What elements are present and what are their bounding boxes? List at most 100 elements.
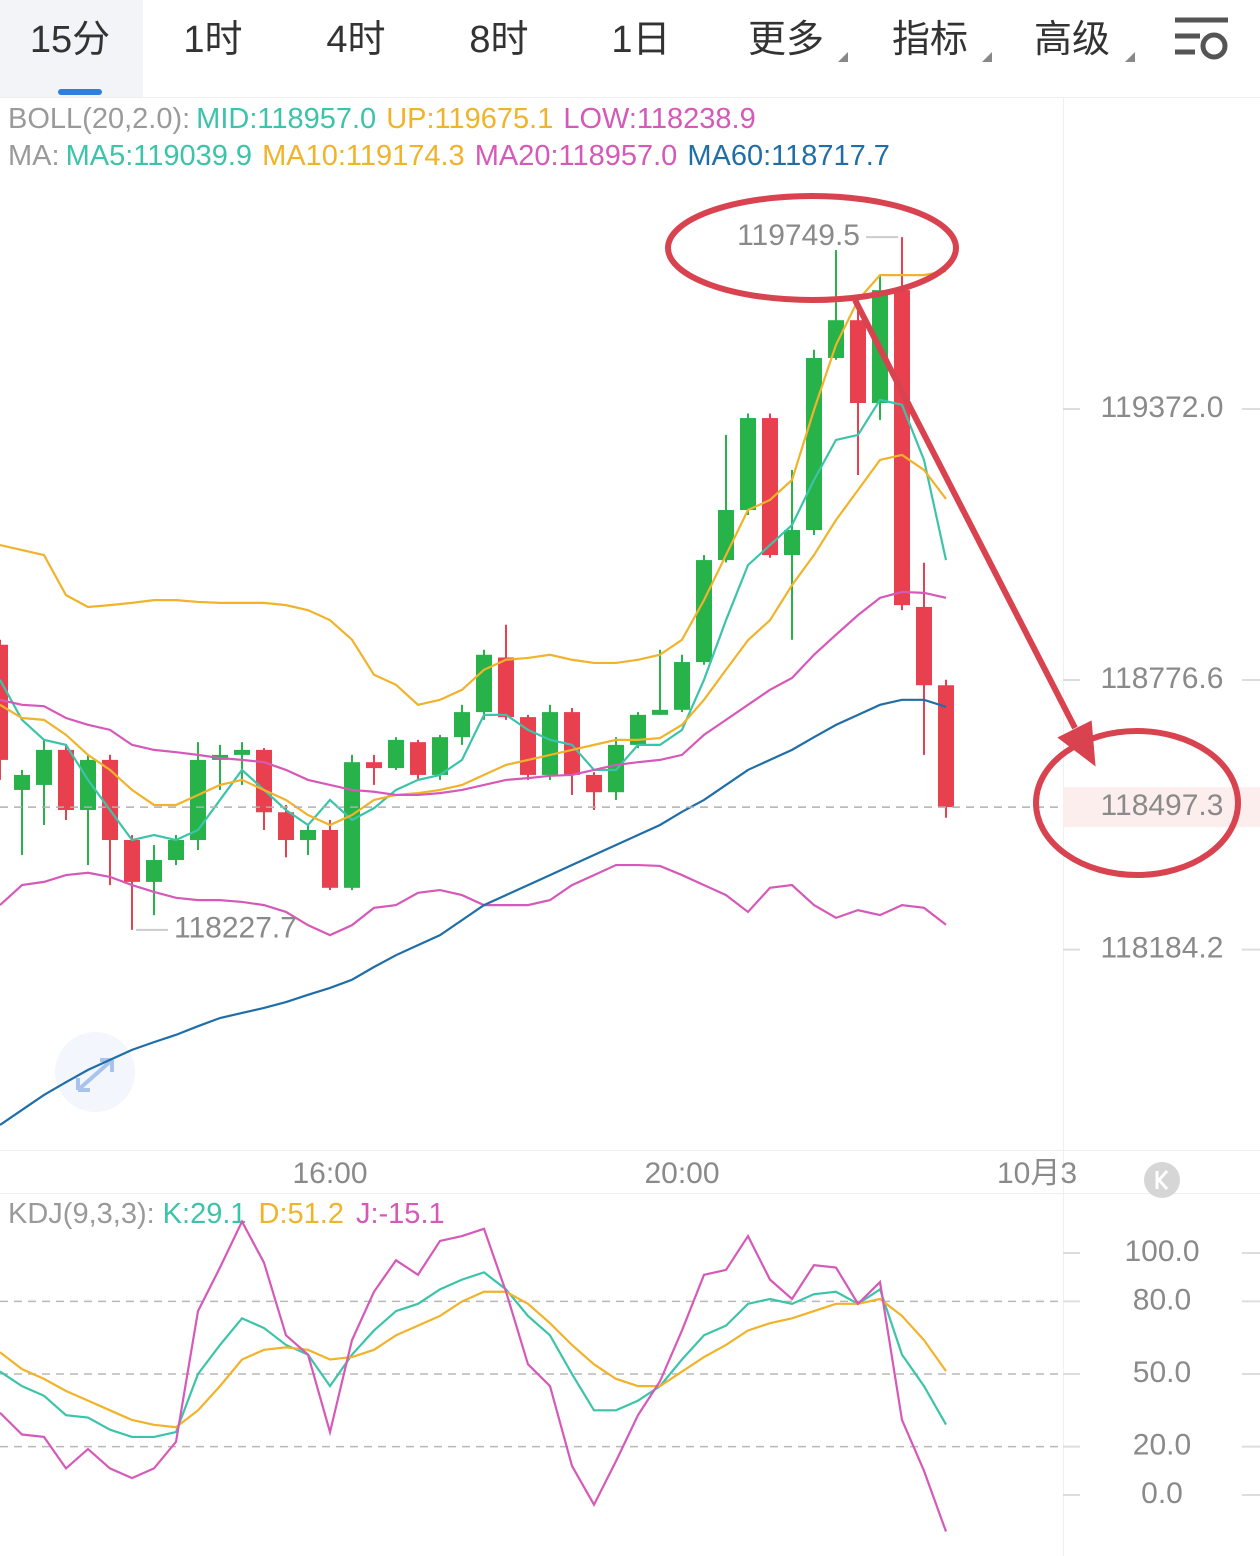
- candle-body: [454, 712, 470, 738]
- legend-entry: MA5:119039.9: [66, 140, 253, 172]
- candle-body: [806, 357, 822, 531]
- dropdown-caret: [1125, 52, 1135, 62]
- dropdown-caret: [838, 52, 848, 62]
- tab[interactable]: 指标: [892, 19, 968, 61]
- annotation: [665, 193, 1241, 878]
- candle-body: [234, 749, 250, 755]
- candle-body: [432, 737, 448, 775]
- y-tick-label: 20.0: [1133, 1429, 1191, 1462]
- indicator-line: [0, 698, 947, 1126]
- candle-body: [366, 762, 382, 769]
- settings-icon[interactable]: [1175, 17, 1228, 60]
- indicator-line: [0, 863, 947, 937]
- legend-entry: D:51.2: [259, 1198, 344, 1230]
- legend-entry: MA60:118717.7: [687, 140, 890, 172]
- indicator-line: [0, 453, 947, 827]
- expand-button[interactable]: [55, 1032, 135, 1112]
- icon-gear: [1200, 32, 1228, 60]
- legend-entry: MID:118957.0: [196, 103, 376, 135]
- dropdown-caret: [982, 52, 992, 62]
- candle-body: [476, 654, 492, 713]
- candle-body: [696, 560, 712, 663]
- kdj-legend: KDJ(9,3,3): K:29.1 D:51.2 J:-15.1: [8, 1198, 445, 1230]
- candle-body: [586, 774, 602, 793]
- candle-body: [674, 662, 690, 710]
- collapse-button[interactable]: [1144, 1162, 1180, 1198]
- indicator-line: [0, 590, 947, 797]
- candle-body: [542, 712, 558, 775]
- tab[interactable]: 高级: [1034, 19, 1110, 61]
- legend-entry: LOW:118238.9: [563, 103, 755, 135]
- collapse-icon: [1155, 1170, 1169, 1190]
- plot: 119372.0 118776.6 118184.2 16:00 20:00 119749…: [0, 219, 1260, 1532]
- candle-body: [36, 749, 52, 785]
- candle-body: [0, 644, 8, 760]
- candle-body: [564, 712, 580, 775]
- candle-body: [762, 418, 778, 556]
- candle-body: [256, 749, 272, 813]
- ma-legend: MA: MA5:119039.9 MA10:119174.3 MA20:118957.…: [8, 140, 890, 172]
- indicator-line: [0, 269, 947, 707]
- current-price-bg: [1063, 787, 1260, 828]
- candle-body: [740, 418, 756, 511]
- x-tick-label: 20:00: [644, 1157, 719, 1190]
- y-tick-label: 100.0: [1124, 1235, 1199, 1268]
- arrow-shaft: [852, 298, 1078, 730]
- legend-entry: K:29.1: [163, 1198, 247, 1230]
- tab[interactable]: 8时: [469, 19, 528, 61]
- candle-body: [894, 290, 910, 606]
- y-tick-label: 80.0: [1133, 1283, 1191, 1316]
- legend-entry: J:-15.1: [356, 1198, 445, 1230]
- high-label: 119749.5: [737, 219, 860, 252]
- candle-body: [58, 749, 74, 810]
- candle-body: [168, 840, 184, 861]
- tab[interactable]: 更多: [748, 19, 824, 61]
- tab[interactable]: 15分: [30, 19, 110, 61]
- y-tick-label: 119372.0: [1101, 391, 1224, 424]
- legend-entry: MA10:119174.3: [262, 140, 465, 172]
- tab[interactable]: 1日: [611, 19, 670, 61]
- arrow-head: [1057, 720, 1096, 767]
- candle-body: [784, 530, 800, 556]
- candle-body: [190, 759, 206, 841]
- expand-icon: [76, 1058, 114, 1092]
- candle-body: [630, 714, 646, 745]
- candle-body: [278, 812, 294, 841]
- active-tab-bg: [0, 0, 143, 97]
- legend-label: KDJ(9,3,3):: [8, 1198, 155, 1230]
- legend-entry: UP:119675.1: [386, 103, 553, 135]
- current-price-label: 118497.3: [1101, 789, 1224, 822]
- candle-body: [102, 759, 118, 841]
- highlight-ellipse: [1033, 728, 1241, 878]
- candle-body: [322, 830, 338, 888]
- candle-body: [146, 860, 162, 882]
- indicator-line: [0, 398, 948, 842]
- button-bg: [55, 1032, 135, 1112]
- active-tab-underline: [58, 89, 102, 95]
- tab[interactable]: 4时: [326, 19, 385, 61]
- candle-body: [388, 739, 404, 769]
- x-tick-label: 16:00: [292, 1157, 367, 1190]
- y-tick-label: 118184.2: [1101, 932, 1224, 965]
- candle-body: [938, 685, 954, 808]
- candle-body: [652, 709, 668, 715]
- candle-body: [916, 606, 932, 686]
- x-tick-label: 10月3: [997, 1157, 1077, 1190]
- legend-label: BOLL(20,2.0):: [8, 103, 190, 135]
- y-tick-label: 0.0: [1141, 1477, 1183, 1510]
- candle-body: [80, 759, 96, 810]
- candle-body: [124, 840, 140, 882]
- candle-body: [828, 320, 844, 358]
- boll-legend: BOLL(20,2.0): MID:118957.0 UP:119675.1 LOW:…: [8, 103, 756, 135]
- y-tick-label: 118776.6: [1101, 662, 1224, 695]
- indicator-line: [0, 1271, 947, 1439]
- tab[interactable]: 1时: [183, 19, 242, 61]
- candle-body: [344, 762, 360, 888]
- candle-body: [14, 774, 30, 790]
- y-tick-label: 50.0: [1133, 1356, 1191, 1389]
- low-label: 118227.7: [174, 912, 297, 945]
- highlight-ellipse: [665, 193, 959, 303]
